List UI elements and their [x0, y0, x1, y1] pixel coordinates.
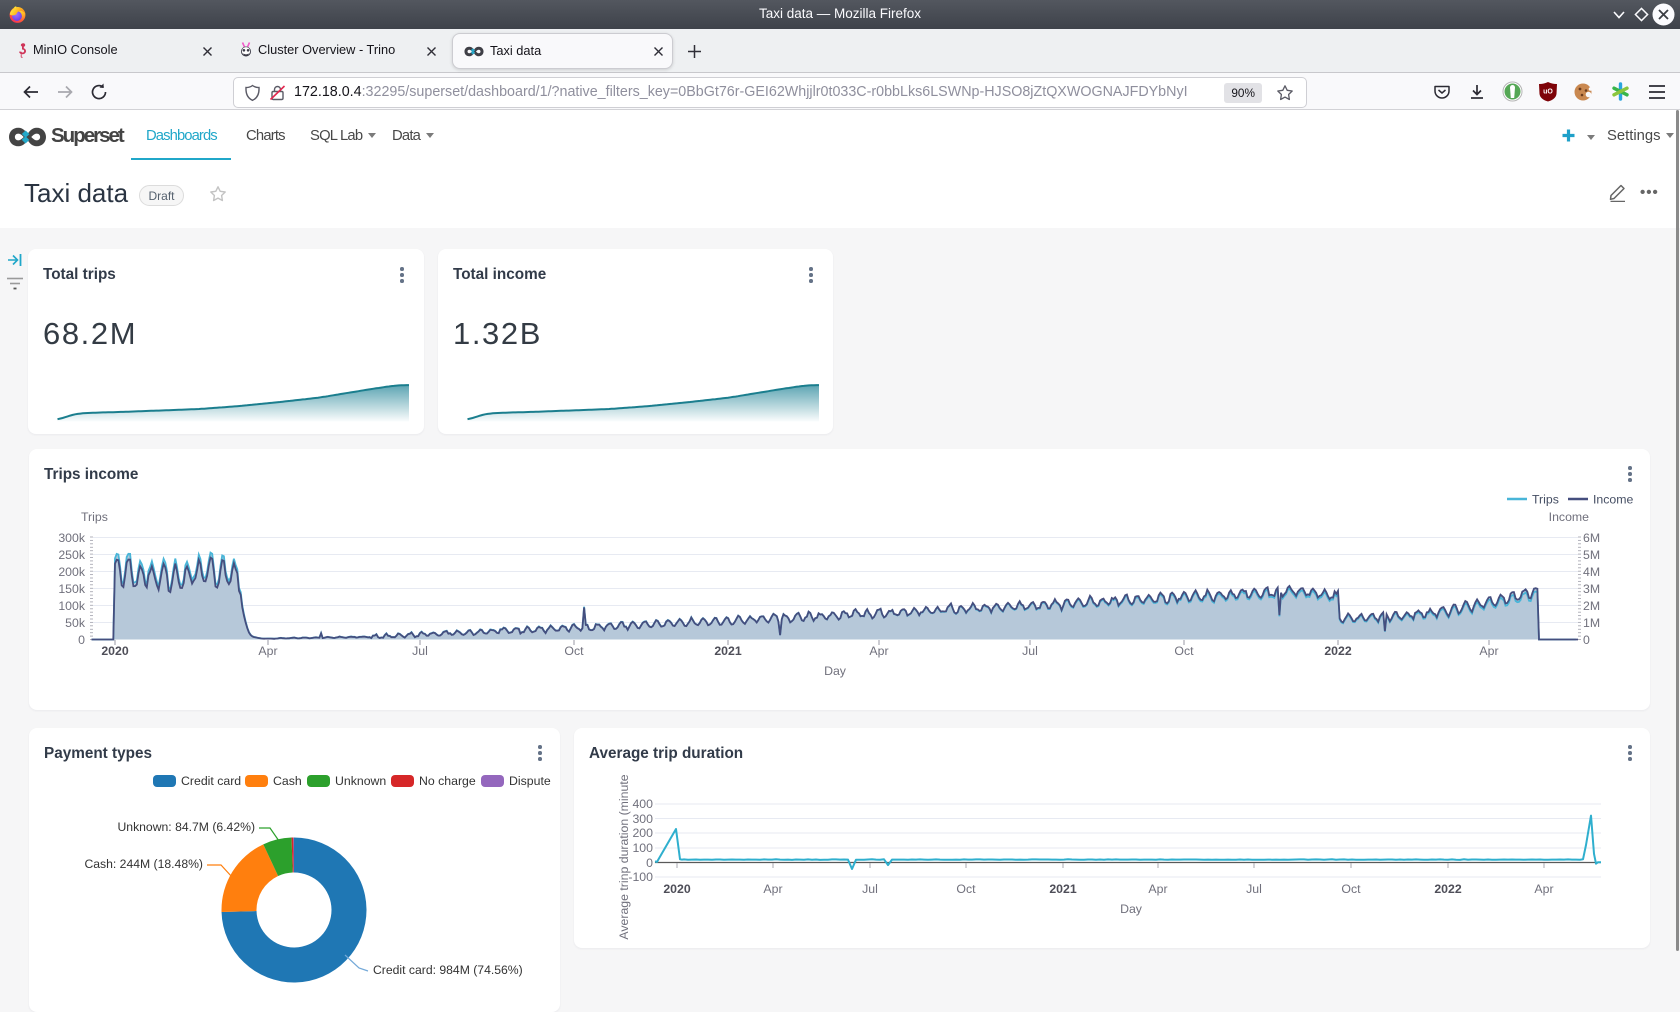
svg-text:200k: 200k	[58, 565, 86, 579]
svg-text:Dispute: Dispute	[509, 774, 551, 788]
svg-text:Jul: Jul	[862, 882, 878, 896]
svg-text:2022: 2022	[1324, 644, 1352, 658]
svg-text:Average trinp duration (minute: Average trinp duration (minute	[617, 774, 631, 939]
svg-text:400: 400	[632, 797, 653, 811]
svg-text:uO: uO	[1543, 89, 1553, 96]
svg-text:Unknown: 84.7M (6.42%): Unknown: 84.7M (6.42%)	[117, 820, 255, 834]
svg-text:200: 200	[632, 826, 653, 840]
svg-text:2M: 2M	[1583, 599, 1600, 613]
svg-text:Day: Day	[1120, 902, 1143, 916]
svg-text:4M: 4M	[1583, 565, 1600, 579]
svg-text:Jul: Jul	[1022, 644, 1038, 658]
svg-text:Apr: Apr	[869, 644, 888, 658]
svg-text:Oct: Oct	[564, 644, 584, 658]
svg-text:Apr: Apr	[1534, 882, 1553, 896]
svg-text:0: 0	[646, 856, 653, 870]
svg-text:3M: 3M	[1583, 582, 1600, 596]
svg-text:Jul: Jul	[1246, 882, 1262, 896]
svg-text:Jul: Jul	[412, 644, 428, 658]
svg-text:250k: 250k	[58, 548, 86, 562]
svg-text:150k: 150k	[58, 582, 86, 596]
svg-text:Trips: Trips	[1532, 493, 1559, 507]
svg-text:2022: 2022	[1434, 882, 1462, 896]
svg-text:Apr: Apr	[258, 644, 277, 658]
svg-text:300k: 300k	[58, 531, 86, 545]
svg-text:Oct: Oct	[956, 882, 976, 896]
svg-text:Oct: Oct	[1174, 644, 1194, 658]
svg-text:2020: 2020	[663, 882, 691, 896]
svg-text:2020: 2020	[101, 644, 129, 658]
svg-text:Credit card: Credit card	[181, 774, 241, 788]
svg-text:300: 300	[632, 812, 653, 826]
svg-text:5M: 5M	[1583, 548, 1600, 562]
svg-text:1M: 1M	[1583, 616, 1600, 630]
svg-text:2021: 2021	[1049, 882, 1077, 896]
svg-text:Day: Day	[824, 664, 847, 678]
svg-text:-100: -100	[628, 870, 653, 884]
svg-text:Oct: Oct	[1341, 882, 1361, 896]
svg-text:Income: Income	[1549, 510, 1589, 524]
svg-text:Unknown: Unknown	[335, 774, 386, 788]
svg-text:100: 100	[632, 841, 653, 855]
svg-text:No charge: No charge	[419, 774, 476, 788]
svg-text:50k: 50k	[65, 616, 86, 630]
svg-text:6M: 6M	[1583, 531, 1600, 545]
svg-text:2021: 2021	[714, 644, 742, 658]
svg-text:Income: Income	[1593, 493, 1633, 507]
svg-text:100k: 100k	[58, 599, 86, 613]
svg-text:Trips: Trips	[81, 510, 108, 524]
svg-text:Apr: Apr	[1148, 882, 1167, 896]
svg-text:Credit card: 984M (74.56%): Credit card: 984M (74.56%)	[373, 963, 523, 977]
svg-text:Apr: Apr	[1479, 644, 1498, 658]
svg-text:0: 0	[1583, 633, 1590, 647]
svg-text:0: 0	[78, 633, 85, 647]
svg-text:Cash: Cash	[273, 774, 302, 788]
svg-text:Apr: Apr	[763, 882, 782, 896]
svg-text:Cash: 244M (18.48%): Cash: 244M (18.48%)	[84, 857, 203, 871]
